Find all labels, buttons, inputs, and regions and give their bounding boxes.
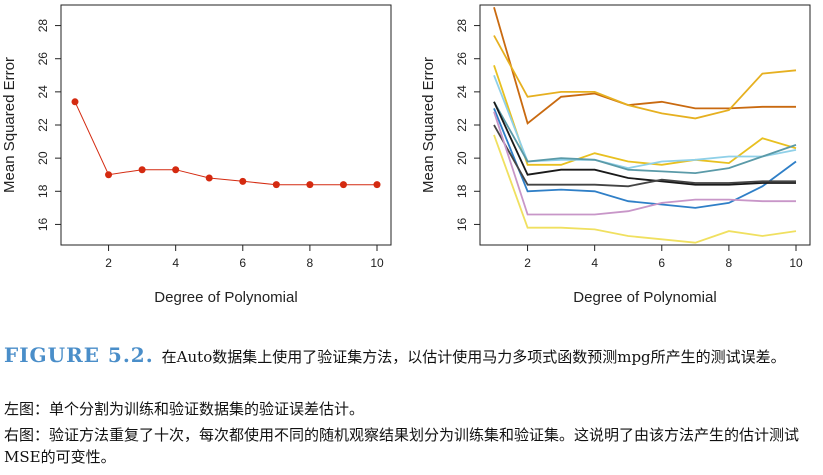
y-tick-label: 28 — [36, 19, 50, 33]
x-tick-label: 10 — [370, 256, 384, 270]
x-axis-label: Degree of Polynomial — [154, 289, 297, 306]
data-point — [138, 166, 146, 174]
y-tick-label: 28 — [455, 19, 469, 33]
x-tick-label: 8 — [726, 256, 733, 270]
series-line-4 — [493, 74, 797, 170]
y-tick-label: 16 — [36, 217, 50, 231]
y-tick-label: 26 — [455, 52, 469, 66]
x-axis-label: Degree of Polynomial — [573, 289, 716, 306]
y-tick-label: 18 — [36, 184, 50, 198]
y-axis-label: Mean Squared Error — [420, 57, 437, 193]
figure-label: FIGURE 5.2. — [4, 343, 154, 367]
figure-caption-left: 左图：单个分割为训练和验证数据集的验证误差估计。 — [4, 400, 365, 418]
figure-caption-main: FIGURE 5.2. 在Auto数据集上使用了验证集方法，以估计使用马力多项式函… — [4, 344, 819, 368]
data-point — [205, 174, 213, 182]
series-line-6 — [493, 108, 797, 209]
series-line-10 — [493, 134, 797, 244]
x-tick-label: 8 — [307, 256, 314, 270]
y-tick-label: 24 — [36, 85, 50, 99]
y-tick-label: 18 — [455, 184, 469, 198]
caption-line-1: 在Auto数据集上使用了验证集方法，以估计使用马力多项式函数预测mpg所产生的测… — [161, 348, 786, 366]
data-point — [172, 166, 180, 174]
plot-frame — [479, 4, 811, 246]
data-point — [71, 98, 79, 106]
data-point — [105, 171, 113, 179]
series-line-3 — [493, 65, 797, 166]
x-tick-label: 4 — [591, 256, 598, 270]
series-line-7 — [493, 101, 796, 186]
series-line-5 — [493, 101, 797, 175]
data-point — [339, 181, 347, 189]
y-tick-label: 20 — [455, 151, 469, 165]
y-tick-label: 16 — [455, 217, 469, 231]
y-tick-label: 20 — [36, 151, 50, 165]
series-line-1 — [493, 7, 796, 125]
x-tick-label: 2 — [524, 256, 531, 270]
y-tick-label: 22 — [36, 118, 50, 132]
y-tick-label: 24 — [455, 85, 469, 99]
figure-caption-right: 右图：验证方法重复了十次，每次都使用不同的随机观察结果划分为训练集和验证集。这说… — [4, 426, 800, 466]
x-tick-label: 6 — [658, 256, 665, 270]
y-tick-label: 22 — [455, 118, 469, 132]
y-axis-label: Mean Squared Error — [1, 57, 18, 193]
data-point — [306, 181, 314, 189]
data-point — [239, 177, 247, 185]
plot-frame — [60, 4, 392, 246]
series-line-1 — [74, 101, 377, 186]
series-line-2 — [493, 35, 797, 120]
series-line-9 — [493, 111, 796, 216]
data-point — [373, 181, 381, 189]
x-tick-label: 10 — [789, 256, 803, 270]
series-line-8 — [493, 124, 796, 188]
y-tick-label: 26 — [36, 52, 50, 66]
x-tick-label: 4 — [172, 256, 179, 270]
x-tick-label: 6 — [239, 256, 246, 270]
data-point — [272, 181, 280, 189]
x-tick-label: 2 — [105, 256, 112, 270]
